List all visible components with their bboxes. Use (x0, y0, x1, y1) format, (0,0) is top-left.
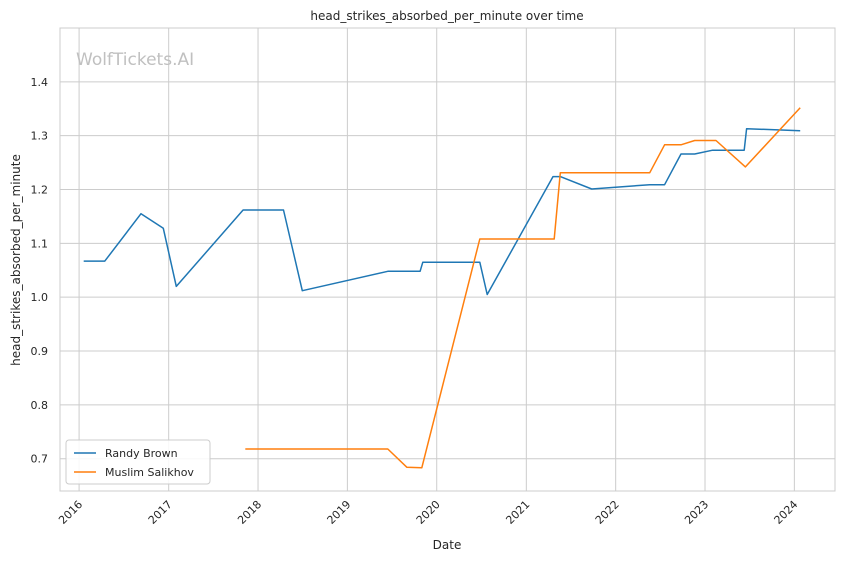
y-tick-label: 1.4 (31, 76, 49, 89)
plot-area (59, 27, 836, 492)
chart-title: head_strikes_absorbed_per_minute over ti… (310, 9, 583, 23)
y-tick-label: 0.8 (31, 399, 49, 412)
legend: Randy Brown Muslim Salikhov (65, 439, 211, 485)
legend-box (65, 439, 211, 485)
y-tick-label: 0.9 (31, 345, 49, 358)
series-lines (83, 107, 801, 469)
grid (60, 28, 835, 491)
series-line-muslim-salikhov (245, 107, 801, 469)
x-axis-label: Date (433, 538, 462, 552)
x-tick-label: 2021 (503, 498, 532, 527)
x-tick-label: 2020 (414, 498, 443, 527)
x-tick-label: 2018 (235, 498, 264, 527)
y-tick-label: 1.2 (31, 184, 49, 197)
series-line-randy-brown (83, 127, 801, 296)
x-tick-label: 2023 (682, 498, 711, 527)
y-axis-label: head_strikes_absorbed_per_minute (9, 154, 23, 366)
x-tick-label: 2024 (771, 498, 800, 527)
x-tick-label: 2016 (56, 498, 85, 527)
x-ticks: 2016 2017 2018 2019 2020 2021 2022 2023 2024 (56, 498, 800, 527)
y-ticks: 0.7 0.8 0.9 1.0 1.1 1.2 1.3 1.4 (31, 76, 49, 466)
x-tick-label: 2019 (325, 498, 354, 527)
watermark: WolfTickets.AI (76, 50, 194, 70)
x-tick-label: 2022 (593, 498, 622, 527)
y-tick-label: 0.7 (31, 453, 49, 466)
x-tick-label: 2017 (146, 498, 175, 527)
y-tick-label: 1.3 (31, 130, 49, 143)
y-tick-label: 1.1 (31, 237, 49, 250)
legend-label: Muslim Salikhov (105, 466, 194, 479)
legend-label: Randy Brown (105, 447, 178, 460)
y-tick-label: 1.0 (31, 291, 49, 304)
